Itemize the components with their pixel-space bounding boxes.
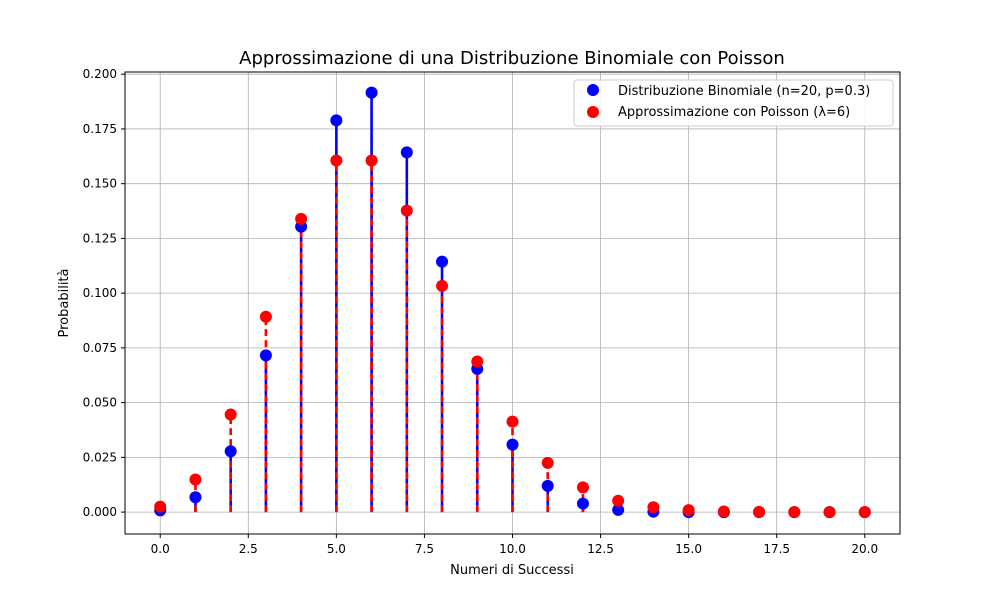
x-tick-label: 20.0 bbox=[851, 542, 878, 556]
point-poisson bbox=[259, 310, 272, 323]
point-binomial bbox=[330, 114, 343, 127]
point-poisson bbox=[330, 154, 343, 167]
point-binomial bbox=[506, 438, 519, 451]
point-poisson bbox=[471, 355, 484, 368]
legend-marker-poisson bbox=[587, 106, 599, 118]
markers bbox=[154, 86, 871, 519]
point-poisson bbox=[788, 506, 801, 519]
y-tick-label: 0.150 bbox=[83, 177, 117, 191]
point-binomial bbox=[576, 497, 589, 510]
point-poisson bbox=[154, 500, 167, 513]
x-tick-label: 17.5 bbox=[763, 542, 790, 556]
point-poisson bbox=[436, 279, 449, 292]
point-poisson bbox=[365, 154, 378, 167]
point-binomial bbox=[259, 349, 272, 362]
legend-label-poisson: Approssimazione con Poisson (λ=6) bbox=[618, 105, 850, 120]
point-binomial bbox=[400, 146, 413, 159]
point-poisson bbox=[400, 204, 413, 217]
x-ticks: 0.0 2.5 5.0 7.5 10.0 12.5 15.0 17.5 20.0 bbox=[151, 534, 878, 556]
stems bbox=[158, 92, 761, 513]
y-tick-label: 0.100 bbox=[83, 286, 117, 300]
point-poisson bbox=[823, 506, 836, 519]
y-tick-label: 0.125 bbox=[83, 231, 117, 245]
x-tick-label: 2.5 bbox=[239, 542, 258, 556]
x-tick-label: 10.0 bbox=[499, 542, 526, 556]
x-axis-label: Numeri di Successi bbox=[450, 563, 574, 578]
legend: Distribuzione Binomiale (n=20, p=0.3) Ap… bbox=[573, 79, 894, 127]
point-binomial bbox=[541, 479, 554, 492]
point-poisson bbox=[858, 506, 871, 519]
point-poisson bbox=[717, 505, 730, 518]
point-binomial bbox=[189, 491, 202, 504]
point-poisson bbox=[189, 473, 202, 486]
grid bbox=[125, 72, 900, 534]
y-tick-label: 0.050 bbox=[83, 396, 117, 410]
point-poisson bbox=[647, 501, 660, 514]
point-poisson bbox=[753, 505, 766, 518]
x-tick-label: 15.0 bbox=[675, 542, 702, 556]
y-tick-label: 0.025 bbox=[83, 450, 117, 464]
y-tick-label: 0.000 bbox=[83, 505, 117, 519]
x-tick-label: 0.0 bbox=[151, 542, 170, 556]
legend-box bbox=[573, 79, 894, 127]
chart-title: Approssimazione di una Distribuzione Bin… bbox=[239, 48, 785, 69]
legend-label-binomial: Distribuzione Binomiale (n=20, p=0.3) bbox=[618, 84, 870, 99]
y-axis-label: Probabilità bbox=[57, 269, 72, 338]
point-binomial bbox=[436, 255, 449, 268]
point-poisson bbox=[576, 481, 589, 494]
point-binomial bbox=[224, 445, 237, 458]
point-poisson bbox=[224, 408, 237, 421]
point-binomial bbox=[365, 86, 378, 99]
legend-marker-binomial bbox=[587, 84, 599, 96]
y-tick-label: 0.175 bbox=[83, 122, 117, 136]
point-binomial bbox=[612, 503, 625, 516]
point-poisson bbox=[295, 212, 308, 225]
x-tick-label: 5.0 bbox=[327, 542, 346, 556]
x-tick-label: 7.5 bbox=[415, 542, 434, 556]
point-poisson bbox=[541, 456, 554, 469]
y-tick-label: 0.200 bbox=[83, 67, 117, 81]
point-poisson bbox=[612, 494, 625, 507]
point-poisson bbox=[682, 504, 695, 517]
y-tick-label: 0.075 bbox=[83, 341, 117, 355]
x-tick-label: 12.5 bbox=[587, 542, 614, 556]
y-ticks: 0.000 0.025 0.050 0.075 0.100 0.125 0.150 0.175… bbox=[83, 67, 125, 519]
point-poisson bbox=[506, 415, 519, 428]
